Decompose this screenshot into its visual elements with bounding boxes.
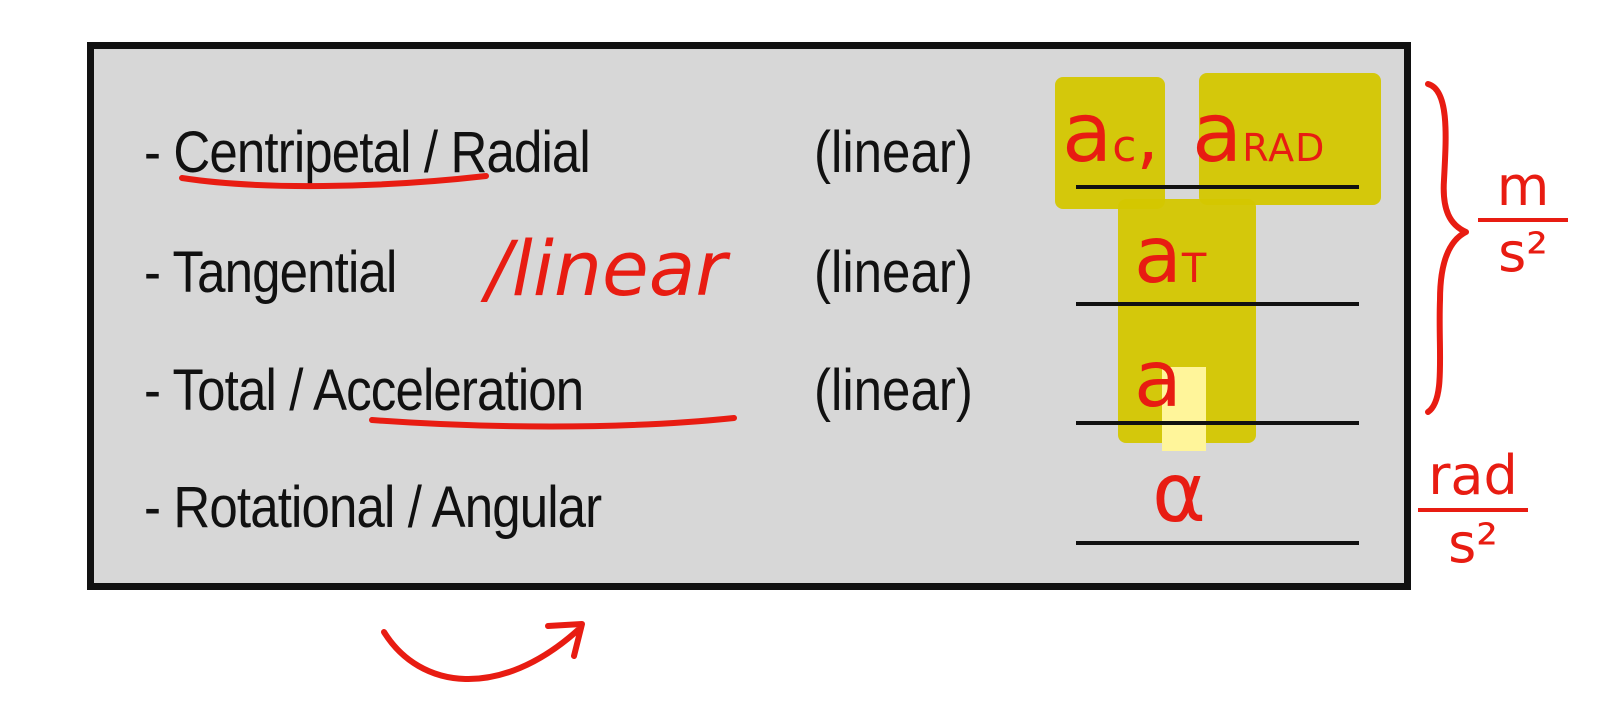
note-linear: /linear <box>486 224 727 313</box>
curved-arrow <box>381 627 581 682</box>
fraction-bar <box>1418 508 1528 512</box>
highlight-marker-tip <box>1162 367 1206 451</box>
row-centripetal: - Centripetal / Radial <box>144 119 591 186</box>
unit-numerator: rad <box>1428 444 1518 507</box>
unit-linear: m s² <box>1478 160 1568 280</box>
term-radial: / Radial <box>410 120 591 185</box>
symbol-angular: α <box>1152 446 1207 541</box>
row-total: - Total / Acceleration <box>144 357 584 424</box>
term-total: Total / <box>172 358 314 423</box>
type-centripetal: (linear) <box>814 120 973 185</box>
blank-line-4 <box>1076 541 1359 545</box>
curved-arrow-head <box>545 621 585 659</box>
term-acceleration: Acceleration <box>313 358 584 423</box>
symbol-sub: c <box>1112 121 1137 172</box>
term-rotational: Rotational / Angular <box>173 475 602 540</box>
bullet: - <box>144 475 174 540</box>
symbol-sub: RAD <box>1242 126 1326 170</box>
brace-right <box>1425 81 1469 415</box>
unit-denominator: s² <box>1448 512 1498 575</box>
unit-numerator: m <box>1496 155 1550 218</box>
symbol-radial: aRAD <box>1192 93 1325 189</box>
symbol-centripetal: ac, <box>1062 93 1159 188</box>
blank-line-2 <box>1076 302 1359 306</box>
bullet: - <box>144 358 173 423</box>
term-tangential: Tangential <box>172 240 398 305</box>
highlight-radial <box>1199 73 1381 205</box>
row-tangential: - Tangential <box>144 239 398 306</box>
symbol-a: a <box>1192 86 1243 181</box>
symbol-comma: , <box>1136 96 1159 178</box>
unit-denominator: s² <box>1498 221 1548 284</box>
type-tangential: (linear) <box>814 240 973 305</box>
bullet: - <box>144 120 174 185</box>
slide-box: - Centripetal / Radial (linear) - Tangen… <box>87 42 1411 590</box>
symbol-a: a <box>1062 86 1113 181</box>
term-centripetal: Centripetal <box>173 120 411 185</box>
bullet: - <box>144 240 173 305</box>
unit-angular: rad s² <box>1418 448 1528 572</box>
symbol-tangential: aT <box>1134 217 1206 308</box>
fraction-bar <box>1478 218 1568 222</box>
type-total: (linear) <box>814 358 973 423</box>
blank-line-3 <box>1076 421 1359 425</box>
symbol-total: a <box>1134 335 1182 425</box>
symbol-a: a <box>1134 211 1182 301</box>
row-rotational: - Rotational / Angular <box>144 474 602 541</box>
blank-line-1 <box>1076 185 1359 189</box>
symbol-sub: T <box>1181 246 1207 292</box>
